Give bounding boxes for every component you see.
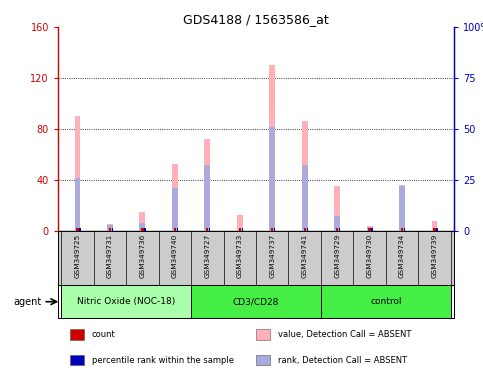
Bar (256, 329, 270, 339)
Text: GSM349740: GSM349740 (172, 233, 178, 278)
Bar (270, 127, 275, 231)
Text: rank, Detection Call = ABSENT: rank, Detection Call = ABSENT (278, 356, 407, 364)
Bar (76, 228, 79, 231)
Text: GSM349734: GSM349734 (399, 233, 405, 278)
Text: GSM349729: GSM349729 (334, 233, 340, 278)
Text: control: control (370, 297, 401, 306)
Bar (174, 228, 176, 231)
Bar (140, 223, 145, 231)
Bar (302, 166, 308, 231)
Bar (172, 188, 178, 231)
Bar (302, 121, 308, 231)
Text: value, Detection Call = ABSENT: value, Detection Call = ABSENT (278, 330, 411, 339)
Bar (206, 228, 209, 231)
Bar (172, 164, 178, 231)
Bar (401, 228, 403, 231)
Bar (107, 225, 113, 231)
Bar (204, 166, 210, 231)
Bar (404, 228, 405, 231)
Text: GSM349736: GSM349736 (140, 233, 145, 278)
Bar (336, 228, 338, 231)
Bar (367, 226, 372, 231)
Text: GSM349725: GSM349725 (74, 233, 81, 278)
Bar (371, 228, 373, 231)
Title: GDS4188 / 1563586_at: GDS4188 / 1563586_at (183, 13, 329, 26)
Text: GSM349733: GSM349733 (237, 233, 243, 278)
Bar (339, 228, 341, 231)
Bar (367, 227, 372, 231)
Bar (204, 139, 210, 231)
Bar (274, 228, 275, 231)
Bar (271, 228, 273, 231)
Bar (399, 185, 405, 231)
Bar (270, 65, 275, 231)
Bar (140, 212, 145, 231)
Bar (433, 228, 436, 231)
Text: count: count (92, 330, 115, 339)
Bar (70, 355, 84, 365)
Bar (334, 217, 340, 231)
Bar (369, 228, 371, 231)
Bar (256, 355, 270, 365)
Bar (432, 220, 438, 231)
Text: GSM349730: GSM349730 (367, 233, 372, 278)
Bar (191, 285, 321, 318)
Text: GSM349737: GSM349737 (269, 233, 275, 278)
Bar (70, 329, 84, 339)
Bar (177, 228, 178, 231)
Bar (141, 228, 143, 231)
Text: GSM349741: GSM349741 (302, 233, 308, 278)
Text: GSM349739: GSM349739 (431, 233, 438, 278)
Bar (436, 228, 438, 231)
Text: CD3/CD28: CD3/CD28 (233, 297, 279, 306)
Bar (107, 224, 113, 231)
Bar (303, 228, 306, 231)
Bar (239, 228, 241, 231)
Text: Nitric Oxide (NOC-18): Nitric Oxide (NOC-18) (77, 297, 175, 306)
Text: GSM349727: GSM349727 (204, 233, 210, 278)
Bar (144, 228, 145, 231)
Text: GSM349731: GSM349731 (107, 233, 113, 278)
Bar (242, 228, 243, 231)
Bar (334, 186, 340, 231)
Text: agent: agent (14, 297, 42, 307)
Bar (307, 228, 308, 231)
Bar (61, 285, 191, 318)
Text: percentile rank within the sample: percentile rank within the sample (92, 356, 234, 364)
Bar (237, 215, 242, 231)
Bar (79, 228, 81, 231)
Bar (74, 116, 80, 231)
Bar (209, 228, 211, 231)
Bar (74, 178, 80, 231)
Bar (399, 186, 405, 231)
Bar (109, 228, 111, 231)
Bar (321, 285, 451, 318)
Bar (112, 228, 113, 231)
